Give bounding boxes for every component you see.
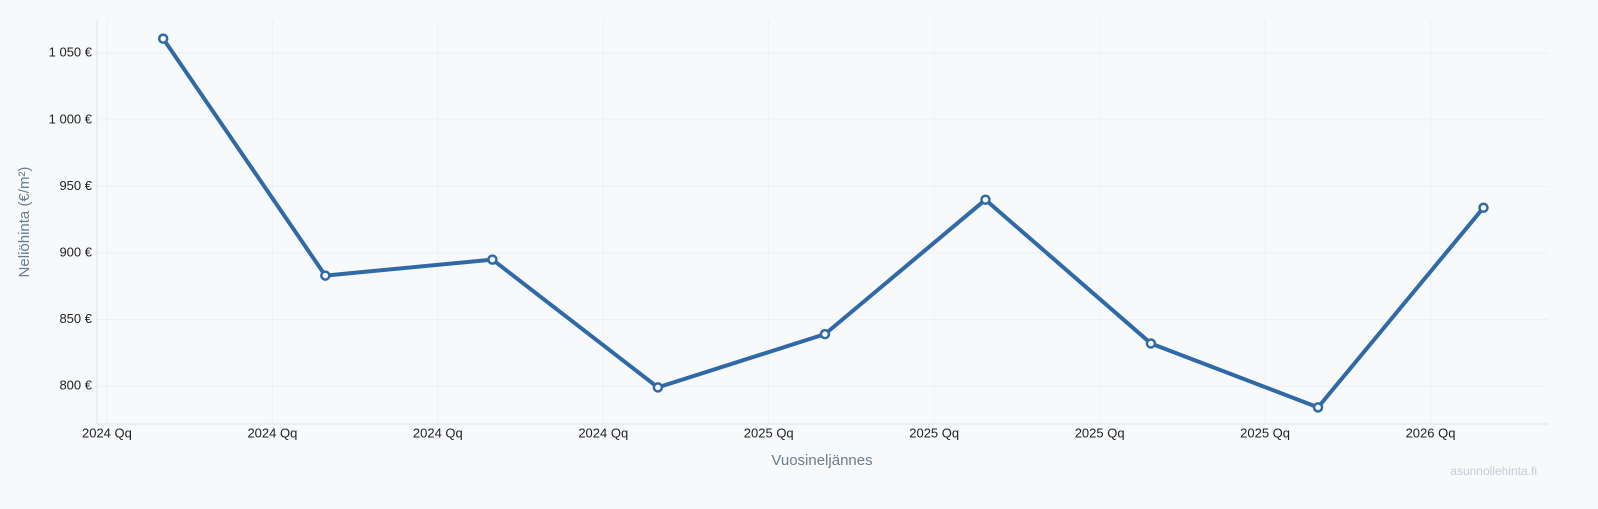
x-tick-label: 2025 Qq bbox=[1240, 425, 1290, 440]
y-axis-title: Neliöhinta (€/m²) bbox=[16, 167, 33, 278]
y-tick-label: 1 050 € bbox=[49, 45, 93, 60]
point bbox=[1145, 338, 1157, 349]
y-tick-label: 800 € bbox=[59, 378, 92, 393]
point bbox=[980, 194, 991, 205]
y-tick-label: 1 000 € bbox=[49, 111, 93, 126]
point bbox=[320, 270, 331, 281]
point bbox=[1478, 202, 1489, 213]
x-tick-label: 2025 Qq bbox=[744, 425, 794, 440]
x-axis-title: Vuosineljännes bbox=[771, 452, 872, 469]
point bbox=[819, 328, 831, 340]
x-tick-label: 2024 Qq bbox=[247, 425, 297, 440]
x-tick-label: 2026 Qq bbox=[1406, 425, 1456, 440]
point bbox=[487, 254, 498, 265]
point bbox=[157, 33, 169, 44]
point bbox=[652, 382, 664, 393]
x-tick-label: 2024 Qq bbox=[578, 425, 628, 440]
x-tick-label: 2024 Qq bbox=[413, 425, 463, 440]
y-tick-label: 900 € bbox=[59, 244, 92, 259]
watermark: asunnollehinta.fi bbox=[1450, 464, 1537, 478]
x-tick-label: 2025 Qq bbox=[1075, 425, 1125, 440]
x-tick-label: 2025 Qq bbox=[909, 425, 959, 440]
y-tick-label: 950 € bbox=[59, 178, 92, 193]
x-tick-label: 2024 Qq bbox=[82, 425, 132, 440]
line bbox=[161, 37, 1486, 410]
y-tick-label: 850 € bbox=[59, 311, 92, 326]
point bbox=[1312, 402, 1324, 413]
